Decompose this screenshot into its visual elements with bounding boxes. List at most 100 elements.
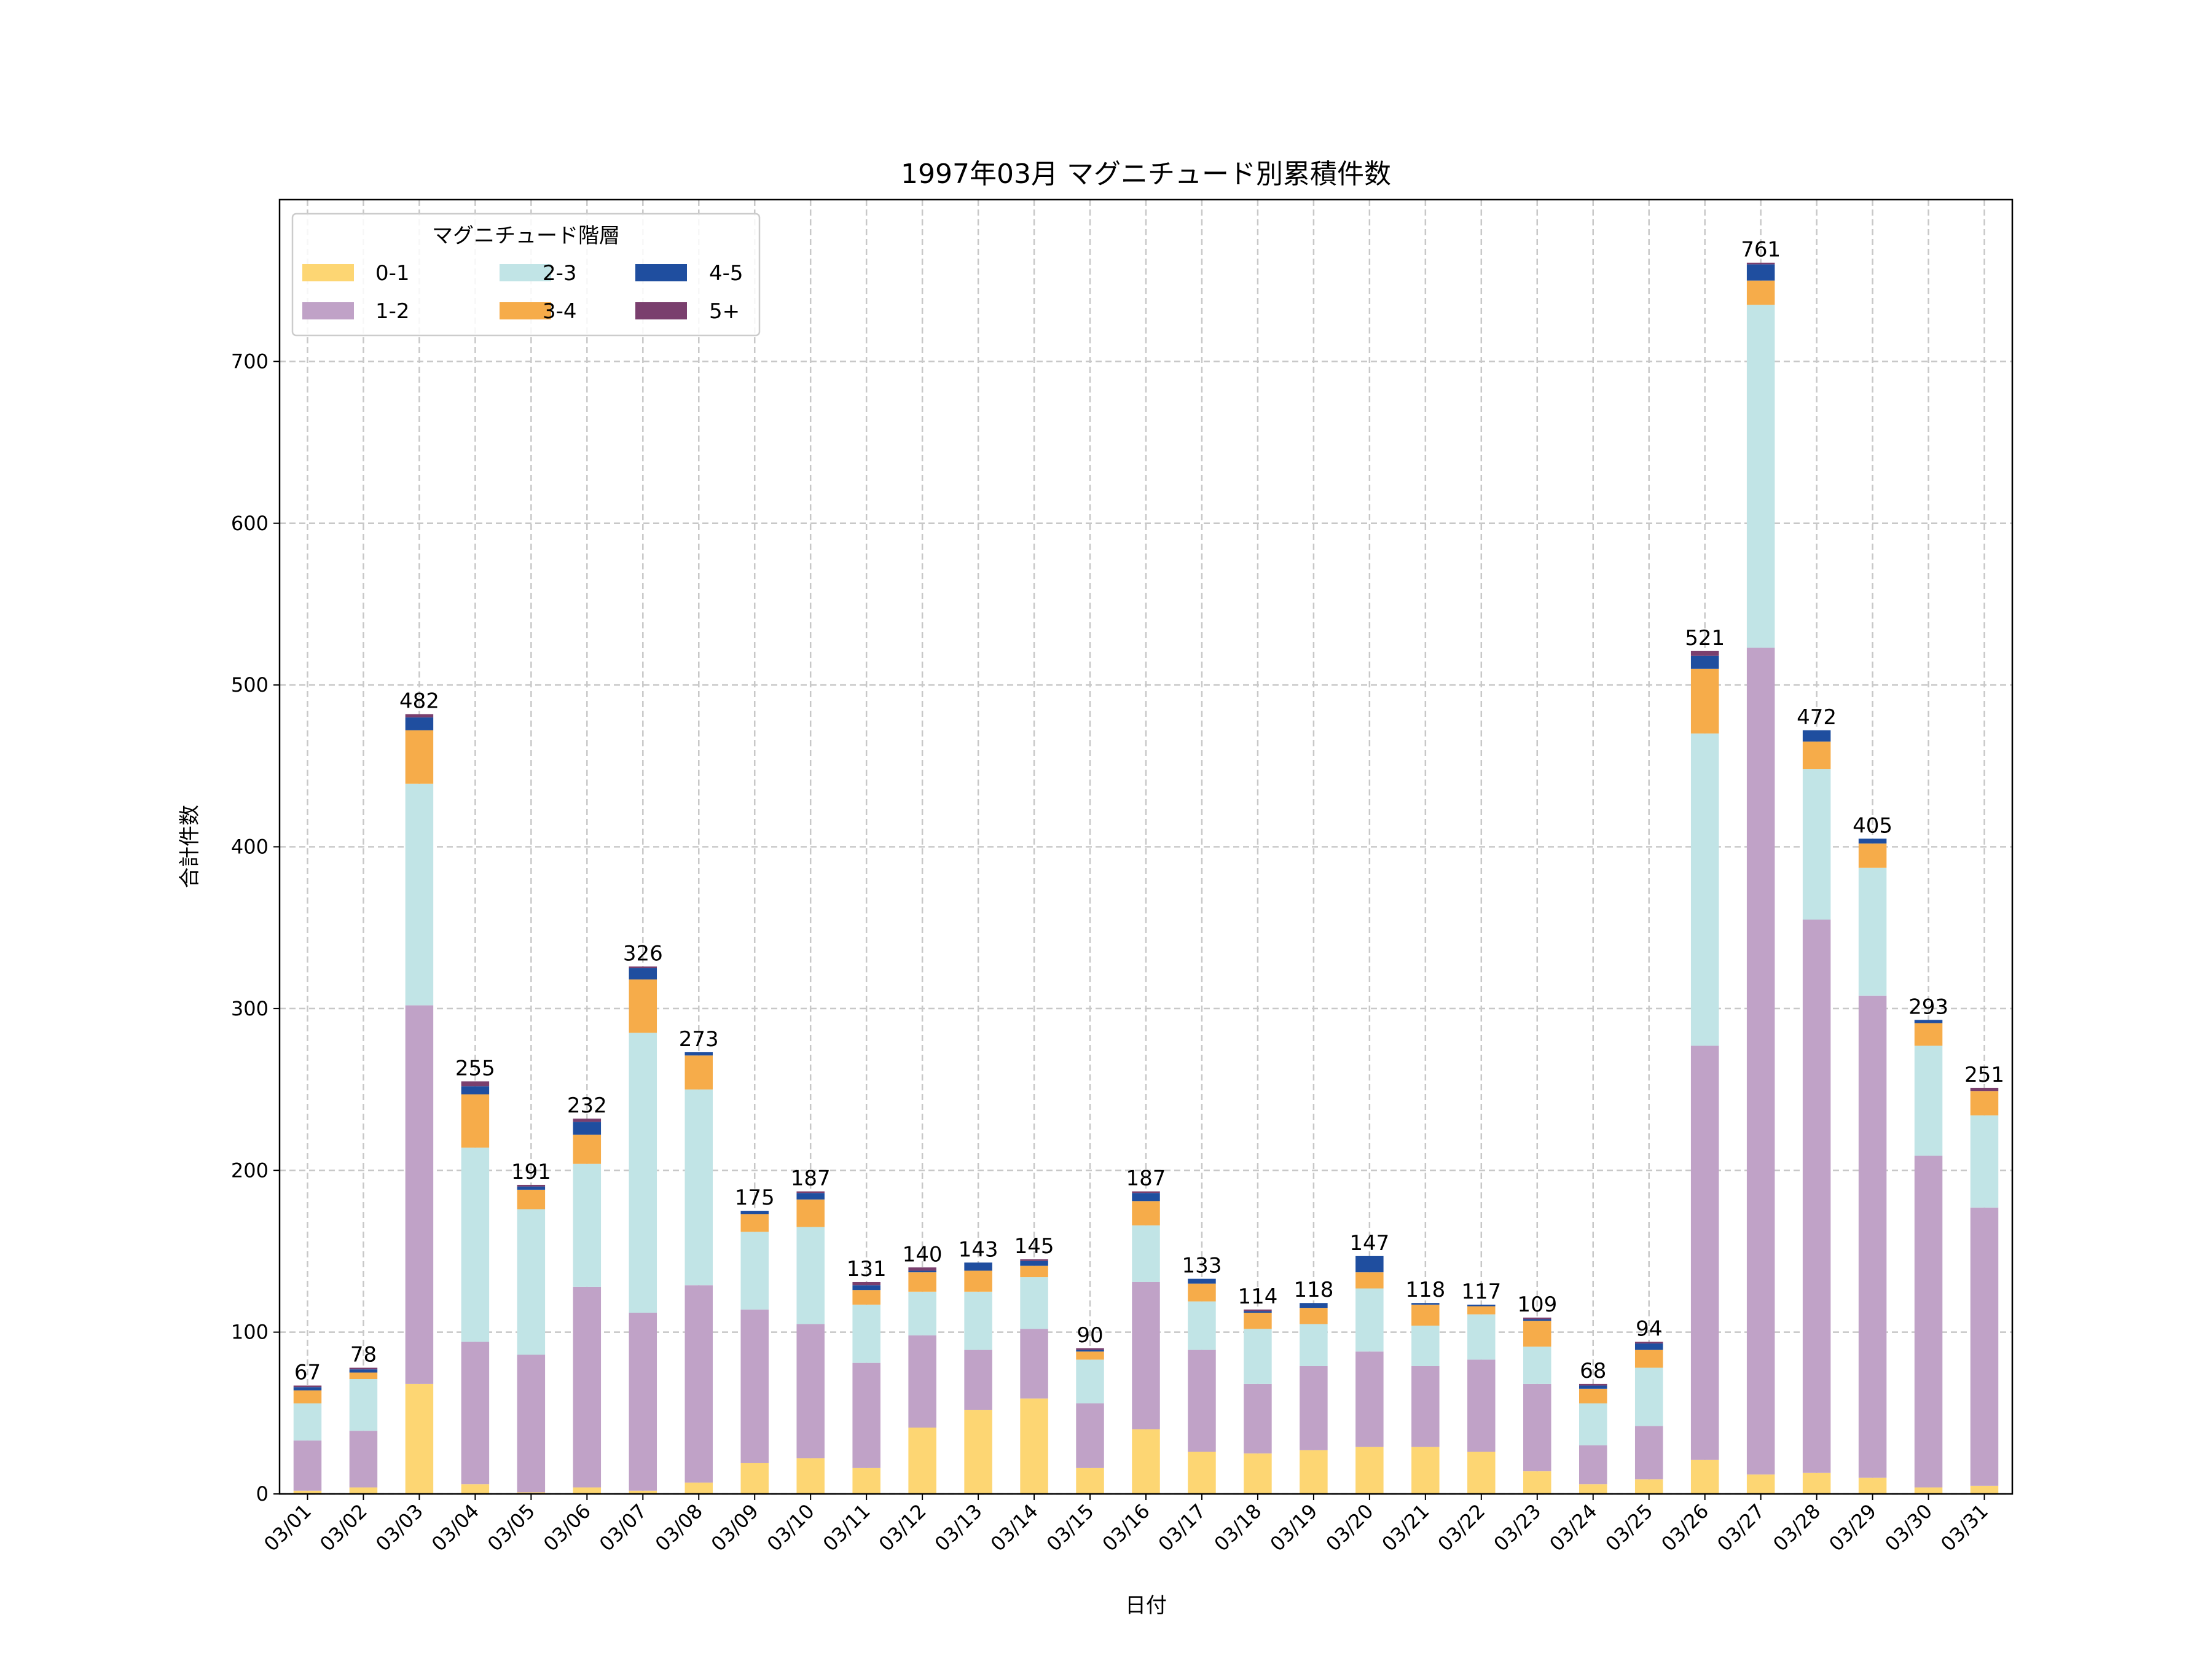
x-axis: 03/0103/0203/0303/0403/0503/0603/0703/08… — [259, 1494, 1993, 1556]
x-tick-label: 03/31 — [1936, 1499, 1993, 1556]
bar-segment-2-3 — [517, 1209, 546, 1355]
bar-segment-0-1 — [908, 1428, 936, 1494]
bar-segment-0-1 — [1802, 1472, 1831, 1494]
bar-segment-1-2 — [629, 1313, 657, 1491]
bar-segment-3-4 — [1132, 1201, 1160, 1225]
total-label: 761 — [1741, 238, 1781, 262]
total-label: 482 — [399, 689, 439, 714]
bar-segment-0-1 — [1634, 1479, 1663, 1494]
bar-segment-2-3 — [349, 1379, 378, 1431]
total-label: 117 — [1461, 1280, 1501, 1304]
total-label: 232 — [567, 1093, 607, 1118]
x-axis-label: 日付 — [1125, 1593, 1167, 1618]
bar-segment-5+ — [852, 1281, 880, 1286]
bar-segment-4-5 — [1355, 1256, 1384, 1273]
x-tick-label: 03/30 — [1880, 1499, 1937, 1556]
bar-segment-3-4 — [1244, 1313, 1272, 1329]
legend-label: 0-1 — [375, 261, 410, 286]
bar-segment-4-5 — [1020, 1260, 1048, 1266]
total-label: 472 — [1797, 705, 1837, 730]
bar-segment-5+ — [1579, 1383, 1607, 1386]
bar-segment-3-4 — [1802, 741, 1831, 770]
bar-segment-1-2 — [1300, 1366, 1328, 1450]
x-tick-label: 03/02 — [315, 1499, 372, 1556]
bar-segment-5+ — [517, 1184, 546, 1187]
legend-swatch-4-5 — [635, 264, 687, 281]
total-label: 90 — [1077, 1323, 1103, 1348]
bar-segment-0-1 — [1188, 1452, 1216, 1494]
y-tick-label: 300 — [231, 997, 269, 1020]
x-tick-label: 03/20 — [1321, 1499, 1378, 1556]
bar-segment-2-3 — [908, 1291, 936, 1335]
legend-swatch-0-1 — [302, 264, 354, 281]
legend-swatch-1-2 — [302, 302, 354, 319]
bar-segment-4-5 — [852, 1285, 880, 1291]
legend-label: 5+ — [709, 299, 740, 324]
bar-segment-0-1 — [796, 1458, 825, 1494]
x-tick-label: 03/23 — [1489, 1499, 1545, 1556]
total-label: 133 — [1182, 1254, 1222, 1278]
bar-segment-0-1 — [1132, 1429, 1160, 1494]
bar-segment-3-4 — [1411, 1304, 1440, 1326]
bar-segment-1-2 — [1970, 1207, 1999, 1486]
bar-segment-4-5 — [1523, 1319, 1551, 1321]
bar-segment-0-1 — [349, 1487, 378, 1494]
x-tick-label: 03/11 — [818, 1499, 875, 1556]
bar-segment-3-4 — [1970, 1091, 1999, 1116]
bar-segment-3-4 — [629, 979, 657, 1033]
bar-segment-5+ — [1970, 1087, 1999, 1092]
bar-segment-2-3 — [1914, 1045, 1943, 1156]
x-tick-label: 03/01 — [259, 1499, 316, 1556]
x-tick-label: 03/12 — [874, 1499, 931, 1556]
bar-segment-1-2 — [1020, 1329, 1048, 1399]
bar-segment-2-3 — [740, 1232, 769, 1310]
bar-segment-0-1 — [1579, 1484, 1607, 1494]
bar-segment-2-3 — [1132, 1225, 1160, 1282]
bar-segment-5+ — [1690, 651, 1719, 656]
legend-label: 1-2 — [375, 299, 410, 324]
bar-segment-4-5 — [1858, 838, 1887, 844]
bar-segment-5+ — [1076, 1348, 1104, 1350]
total-label: 273 — [679, 1027, 719, 1052]
x-tick-label: 03/21 — [1377, 1499, 1433, 1556]
bar-segment-3-4 — [1858, 843, 1887, 868]
y-tick-label: 700 — [231, 350, 269, 373]
bar-segment-0-1 — [1858, 1477, 1887, 1494]
total-label: 145 — [1014, 1234, 1054, 1259]
bar-segment-2-3 — [1802, 769, 1831, 920]
total-label: 147 — [1349, 1231, 1389, 1256]
bar-segment-3-4 — [684, 1055, 713, 1090]
bar-segment-3-4 — [349, 1372, 378, 1380]
legend-label: 3-4 — [543, 299, 577, 324]
bar-segment-0-1 — [1355, 1447, 1384, 1494]
total-label: 67 — [294, 1361, 321, 1385]
bar-segment-3-4 — [1746, 280, 1775, 305]
bar-segment-1-2 — [349, 1431, 378, 1488]
bar-segment-0-1 — [293, 1490, 322, 1494]
y-tick-label: 100 — [231, 1321, 269, 1344]
bar-segment-5+ — [1523, 1317, 1551, 1319]
bar-segment-2-3 — [1020, 1277, 1048, 1329]
bar-segment-4-5 — [1132, 1193, 1160, 1202]
bar-segment-0-1 — [629, 1490, 657, 1494]
bar-segment-1-2 — [1579, 1445, 1607, 1485]
legend-label: 2-3 — [543, 261, 577, 286]
bar-segment-4-5 — [740, 1211, 769, 1214]
total-label: 109 — [1517, 1292, 1557, 1317]
total-label: 118 — [1405, 1278, 1445, 1302]
x-tick-label: 03/24 — [1545, 1499, 1601, 1556]
bar-segment-2-3 — [1690, 733, 1719, 1046]
bar-segment-5+ — [629, 966, 657, 969]
bar-segment-3-4 — [1634, 1350, 1663, 1368]
bar-segment-2-3 — [1076, 1359, 1104, 1404]
x-tick-label: 03/16 — [1098, 1499, 1155, 1556]
x-tick-label: 03/05 — [483, 1499, 539, 1556]
bar-segment-3-4 — [796, 1199, 825, 1227]
bar-segment-4-5 — [1467, 1304, 1496, 1307]
bar-segment-5+ — [461, 1081, 490, 1087]
bar-segment-5+ — [796, 1191, 825, 1194]
bar-segment-0-1 — [1244, 1453, 1272, 1494]
bar-segment-4-5 — [964, 1262, 992, 1271]
bar-segment-0-1 — [517, 1492, 546, 1494]
